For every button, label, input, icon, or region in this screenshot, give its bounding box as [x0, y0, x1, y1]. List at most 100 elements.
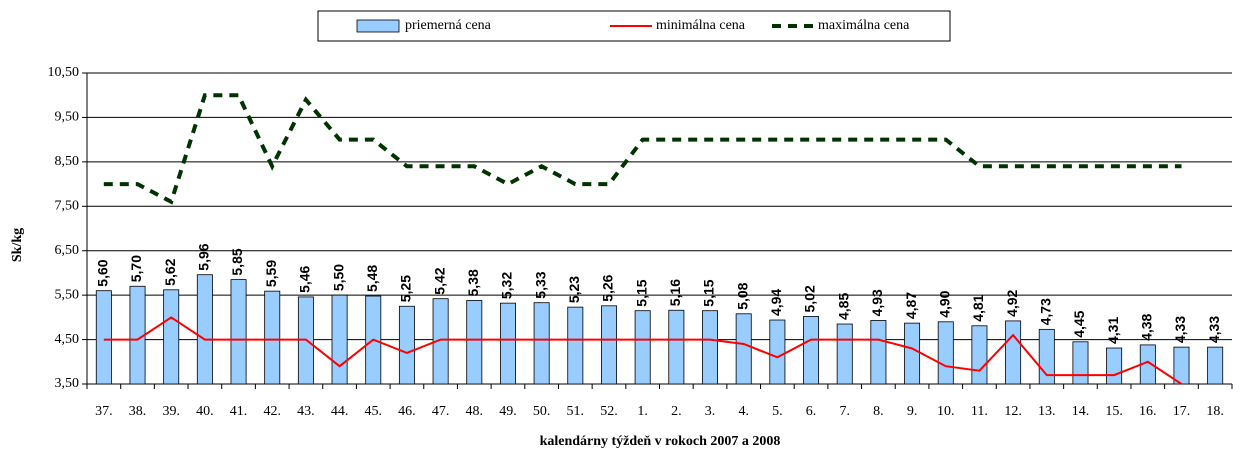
x-tick-label: 44. [331, 404, 349, 419]
legend-label: priemerná cena [405, 18, 492, 33]
y-tick-label: 5,50 [55, 287, 80, 302]
x-tick-label: 18. [1206, 404, 1224, 419]
line-series [103, 316, 1183, 385]
value-label: 5,16 [667, 279, 683, 306]
value-label: 4,73 [1037, 298, 1053, 325]
bar [1106, 347, 1123, 385]
y-tick-label: 4,50 [55, 332, 80, 347]
bar [634, 310, 651, 385]
y-tick-label: 8,50 [55, 154, 80, 169]
value-label: 4,87 [903, 292, 919, 319]
value-label: 5,59 [263, 260, 279, 287]
x-tick-label: 50. [533, 404, 551, 419]
x-tick-label: 14. [1072, 404, 1090, 419]
value-label: 4,92 [1004, 289, 1020, 316]
x-tick-label: 5. [772, 404, 783, 419]
bar [803, 316, 820, 385]
bar [264, 290, 281, 385]
value-label: 4,93 [869, 289, 885, 316]
value-label: 5,70 [128, 255, 144, 282]
y-tick-label: 7,50 [55, 199, 80, 214]
plot-area [87, 73, 1232, 384]
value-label: 4,33 [1172, 316, 1188, 343]
x-tick-label: 4. [738, 404, 749, 419]
value-label: 5,42 [431, 267, 447, 294]
bar [1173, 346, 1190, 385]
value-label: 5,15 [633, 279, 649, 306]
y-axis-title: Sk/kg [10, 228, 25, 262]
value-label: 5,23 [566, 276, 582, 303]
x-tick-label: 7. [839, 404, 850, 419]
bar [702, 310, 718, 385]
bar [735, 313, 752, 385]
x-tick-label: 52. [600, 404, 618, 419]
value-label: 5,26 [600, 274, 616, 301]
bar [432, 298, 449, 385]
x-tick-label: 49. [499, 404, 517, 419]
line-series [103, 93, 1182, 205]
bar [836, 323, 853, 385]
bar [230, 279, 247, 385]
bar [971, 325, 988, 385]
bar [95, 290, 112, 385]
x-tick-label: 40. [196, 404, 214, 419]
x-tick-label: 46. [398, 404, 416, 419]
value-label: 4,94 [768, 289, 784, 316]
bar [870, 320, 887, 385]
x-tick-label: 8. [873, 404, 884, 419]
value-label: 4,38 [1139, 313, 1155, 340]
y-tick-label: 10,50 [48, 65, 80, 80]
legend-label: maximálna cena [818, 18, 910, 33]
value-label: 5,25 [398, 275, 414, 302]
bar [937, 321, 954, 385]
value-label: 5,50 [330, 264, 346, 291]
value-label: 5,62 [162, 258, 178, 285]
x-tick-label: 42. [263, 404, 281, 419]
bar [601, 305, 617, 385]
bar [668, 309, 685, 385]
bar [163, 289, 180, 385]
value-label: 4,90 [936, 290, 952, 317]
value-label: 5,32 [499, 272, 515, 299]
x-tick-label: 38. [129, 404, 147, 419]
y-tick-label: 6,50 [55, 243, 80, 258]
x-tick-label: 9. [907, 404, 918, 419]
bar [466, 300, 483, 385]
x-tick-label: 43. [297, 404, 315, 419]
x-tick-label: 48. [466, 404, 484, 419]
bar [1207, 346, 1224, 385]
bar [567, 306, 584, 385]
x-tick-label: 13. [1038, 404, 1056, 419]
value-label: 5,15 [701, 279, 717, 306]
value-label: 4,81 [970, 294, 986, 321]
x-tick-label: 12. [1004, 404, 1022, 419]
x-tick-label: 6. [806, 404, 817, 419]
value-label: 5,38 [465, 269, 481, 296]
value-label: 4,31 [1105, 317, 1121, 344]
value-label: 5,48 [364, 265, 380, 292]
legend-swatch [356, 19, 400, 33]
x-tick-label: 37. [95, 404, 113, 419]
x-tick-label: 3. [705, 404, 716, 419]
x-tick-label: 41. [230, 404, 248, 419]
x-tick-label: 11. [971, 404, 988, 419]
value-label: 4,33 [1206, 316, 1222, 343]
x-tick-label: 17. [1173, 404, 1191, 419]
x-tick-label: 2. [671, 404, 682, 419]
bar [1072, 341, 1089, 385]
value-label: 5,46 [297, 265, 313, 292]
value-label: 5,08 [734, 282, 750, 309]
value-label: 4,85 [835, 293, 851, 320]
bar [533, 302, 550, 385]
x-axis-title: kalendárny týždeň v rokoch 2007 a 2008 [540, 434, 781, 449]
y-tick-label: 9,50 [55, 110, 80, 125]
x-tick-label: 16. [1139, 404, 1157, 419]
value-label: 5,02 [802, 285, 818, 312]
value-label: 5,60 [95, 259, 111, 286]
value-label: 4,45 [1071, 310, 1087, 337]
value-label: 5,96 [196, 243, 212, 270]
bar [196, 274, 213, 385]
legend-label: minimálna cena [656, 18, 746, 33]
value-label: 5,85 [229, 248, 245, 275]
